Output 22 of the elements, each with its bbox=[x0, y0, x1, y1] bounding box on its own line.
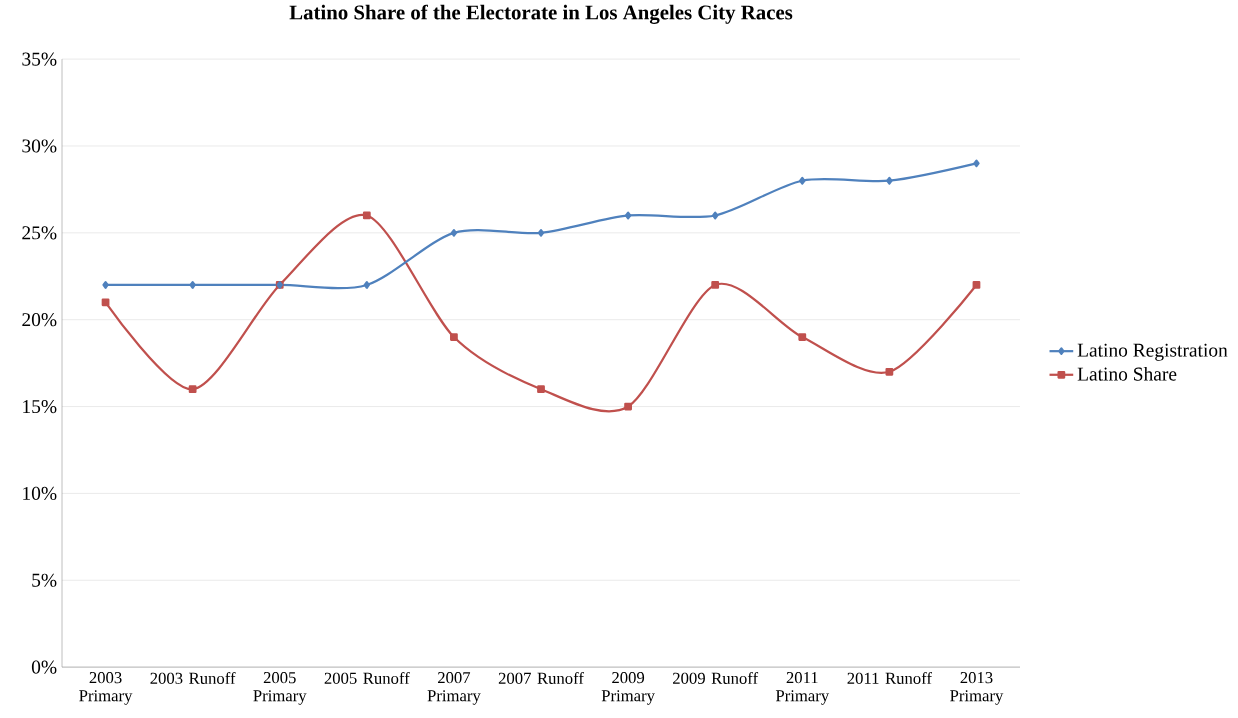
y-tick-label: 10% bbox=[23, 486, 57, 500]
y-tick-label: 15% bbox=[23, 399, 57, 414]
x-tick-label: 2003 Runoff bbox=[150, 671, 236, 684]
y-tick-label: 25% bbox=[22, 226, 57, 240]
y-tick-label: 5% bbox=[32, 573, 57, 587]
x-tick-label: 2005 Runoff bbox=[324, 671, 410, 684]
x-tick-label: 2009 Runoff bbox=[673, 671, 759, 684]
y-tick-label: 35% bbox=[22, 52, 57, 66]
legend-label: Latino Share bbox=[1077, 366, 1177, 381]
x-tick-label: 2011 Runoff bbox=[847, 671, 932, 684]
chart-title: Latino Share of the Electorate in Los Angeles City Races bbox=[289, 4, 793, 24]
y-tick-label: 0% bbox=[31, 660, 57, 674]
x-tick-label: 2007 Runoff bbox=[498, 671, 584, 684]
x-tick-label: 2005 Primary bbox=[253, 671, 307, 705]
x-tick-label: 2003 Primary bbox=[79, 671, 133, 705]
x-tick-label: 2007 Primary bbox=[427, 671, 481, 705]
x-tick-label: 2013 Primary bbox=[950, 671, 1004, 705]
y-tick-label: 30% bbox=[22, 139, 57, 153]
x-tick-label: 2009 Primary bbox=[601, 671, 655, 705]
legend-label: Latino Registration bbox=[1077, 343, 1228, 361]
x-tick-label: 2011 Primary bbox=[775, 671, 830, 705]
y-tick-label: 20% bbox=[22, 313, 57, 327]
